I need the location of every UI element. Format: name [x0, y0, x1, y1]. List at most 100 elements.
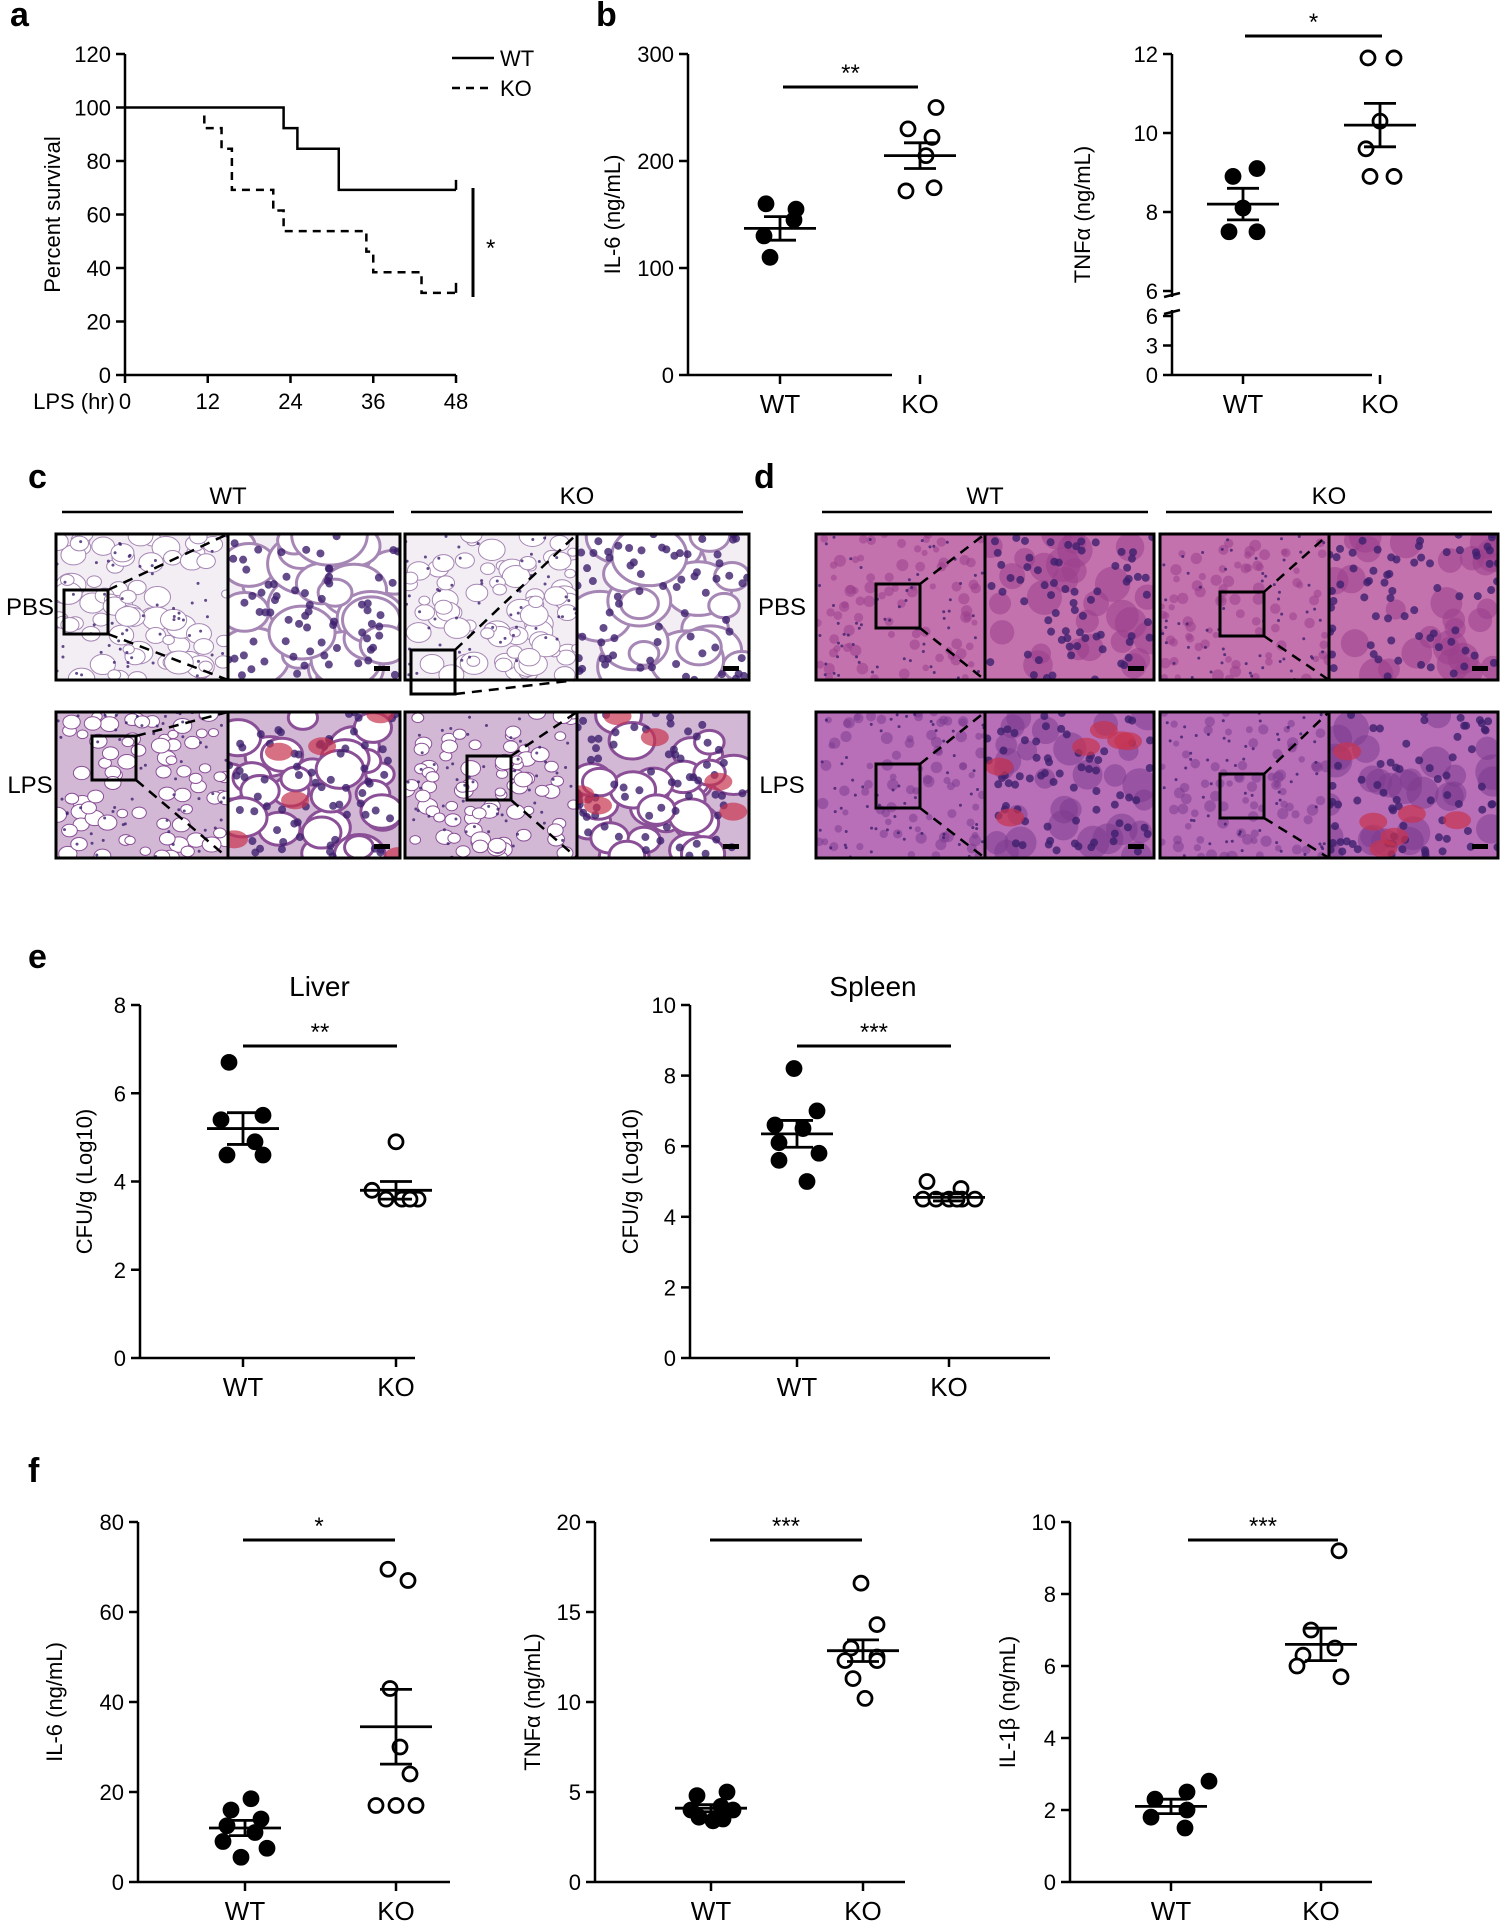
- nucleus: [534, 626, 538, 630]
- nucleus: [103, 592, 107, 596]
- tubule: [1106, 599, 1139, 633]
- zoom-line: [919, 627, 986, 681]
- nucleus: [1133, 847, 1142, 856]
- nucleus: [610, 634, 619, 643]
- tubule: [863, 595, 875, 608]
- nucleus: [1180, 735, 1184, 739]
- nucleus: [279, 837, 288, 846]
- nucleus: [971, 614, 975, 618]
- nucleus: [1072, 816, 1081, 825]
- nucleus: [1369, 650, 1378, 659]
- nucleus: [354, 659, 363, 668]
- nucleus: [1399, 821, 1408, 830]
- nucleus: [416, 809, 420, 813]
- nucleus: [376, 611, 385, 620]
- nucleus: [1226, 538, 1230, 542]
- nucleus: [725, 571, 734, 580]
- nucleus: [253, 792, 262, 801]
- x-tick-label: KO: [377, 1372, 415, 1402]
- tubule: [1177, 592, 1189, 605]
- nucleus: [317, 638, 326, 647]
- nucleus: [997, 560, 1006, 569]
- alveolus: [165, 755, 178, 766]
- nucleus: [418, 610, 422, 614]
- nucleus: [375, 622, 384, 631]
- nucleus: [1055, 769, 1064, 778]
- x-tick-label: WT: [691, 1896, 732, 1925]
- nucleus: [932, 544, 936, 548]
- tubule: [855, 596, 865, 606]
- nucleus: [619, 783, 628, 792]
- nucleus: [1205, 628, 1209, 632]
- nucleus: [991, 537, 1000, 546]
- tubule: [1317, 549, 1327, 558]
- data-point: [899, 120, 917, 138]
- nucleus: [1023, 650, 1032, 659]
- nucleus: [1117, 659, 1126, 668]
- alveolus: [286, 712, 320, 731]
- tubule: [1193, 844, 1202, 852]
- nucleus: [155, 603, 159, 607]
- nucleus: [1061, 627, 1070, 636]
- nucleus: [367, 619, 376, 628]
- nucleus: [702, 760, 711, 769]
- tubule: [1430, 587, 1463, 619]
- nucleus: [248, 591, 257, 600]
- tubule: [896, 559, 909, 572]
- nucleus: [294, 750, 303, 759]
- alveolus: [61, 823, 78, 838]
- nucleus: [1117, 547, 1126, 556]
- nucleus: [1315, 772, 1319, 776]
- nucleus: [172, 606, 176, 610]
- nucleus: [124, 721, 128, 725]
- nucleus: [579, 716, 588, 725]
- nucleus: [496, 807, 500, 811]
- tubule: [959, 554, 970, 566]
- nucleus: [317, 594, 326, 603]
- nucleus: [291, 586, 300, 595]
- nucleus: [140, 724, 144, 728]
- nucleus: [1336, 838, 1345, 847]
- tubule: [1169, 656, 1179, 666]
- nucleus: [653, 638, 662, 647]
- x-tick-label: WT: [223, 1372, 264, 1402]
- tubule: [1198, 572, 1206, 581]
- nucleus: [1016, 575, 1025, 584]
- nucleus: [311, 778, 320, 787]
- tubule: [1206, 627, 1213, 634]
- nucleus: [1092, 632, 1101, 641]
- nucleus: [295, 833, 304, 842]
- panel-label-c: c: [28, 458, 47, 496]
- nucleus: [495, 812, 499, 816]
- alveolus: [556, 604, 577, 622]
- nucleus: [555, 637, 559, 641]
- tubule: [1303, 815, 1313, 825]
- nucleus: [531, 537, 535, 541]
- rbc: [584, 796, 613, 815]
- nucleus: [75, 842, 79, 846]
- nucleus: [1091, 538, 1100, 547]
- nucleus: [849, 557, 853, 561]
- nucleus: [844, 830, 848, 834]
- data-point: [966, 1190, 984, 1208]
- tubule: [1200, 779, 1210, 788]
- nucleus: [635, 587, 644, 596]
- nucleus: [836, 641, 840, 645]
- nucleus: [476, 542, 480, 546]
- nucleus: [1383, 672, 1392, 680]
- nucleus: [1289, 669, 1293, 673]
- nucleus: [1277, 590, 1281, 594]
- nucleus: [256, 730, 265, 739]
- tubule: [821, 838, 829, 846]
- nucleus: [1336, 544, 1345, 553]
- nucleus: [1258, 654, 1262, 658]
- data-point: [1359, 49, 1377, 67]
- nucleus: [364, 656, 373, 665]
- nucleus: [947, 609, 951, 613]
- nucleus: [222, 796, 226, 800]
- x-tick-label: KO: [1361, 389, 1399, 419]
- data-point: [761, 248, 779, 266]
- alveolus: [480, 562, 496, 575]
- tubule: [1277, 808, 1289, 820]
- tubule: [840, 731, 852, 743]
